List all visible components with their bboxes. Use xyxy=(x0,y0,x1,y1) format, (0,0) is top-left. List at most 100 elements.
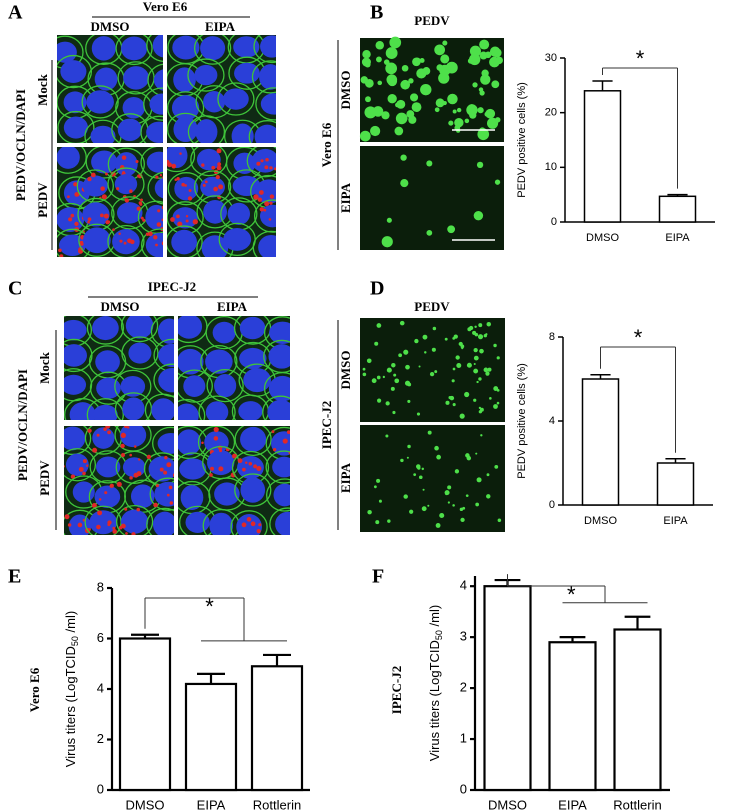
virus-signal xyxy=(105,220,110,225)
infected-cell xyxy=(365,96,371,103)
nucleus xyxy=(82,175,108,197)
cell-membrane xyxy=(167,147,196,173)
row-label: DMSO xyxy=(338,71,353,110)
y-tick-label: 1 xyxy=(460,730,467,745)
virus-signal xyxy=(162,176,163,179)
nucleus xyxy=(203,200,228,224)
infected-cell xyxy=(444,337,448,341)
infected-cell xyxy=(394,126,404,136)
nucleus xyxy=(173,67,196,93)
infected-cell xyxy=(383,59,390,65)
cell-membrane xyxy=(121,336,159,370)
virus-signal xyxy=(211,165,216,170)
virus-signal xyxy=(256,528,261,534)
infected-cell xyxy=(474,325,477,329)
virus-signal xyxy=(256,161,261,166)
infected-cell xyxy=(476,161,484,169)
bar xyxy=(548,641,597,792)
significance-star: * xyxy=(205,594,214,619)
infected-cell xyxy=(486,321,492,327)
virus-signal xyxy=(125,532,128,535)
infected-cell xyxy=(447,485,452,490)
label-part: /ml) xyxy=(63,611,78,636)
y-tick-label: 20 xyxy=(545,107,557,119)
row-label: PEDV xyxy=(35,182,50,218)
virus-signal xyxy=(213,186,218,192)
nucleus xyxy=(86,90,114,114)
virus-signal xyxy=(256,465,262,472)
bar xyxy=(250,665,304,792)
infected-cell xyxy=(472,330,477,335)
cell-membrane xyxy=(246,147,276,178)
nucleus xyxy=(112,229,140,255)
infected-cell xyxy=(417,466,421,470)
nucleus xyxy=(122,96,145,119)
x-tick-label: DMSO xyxy=(488,797,527,811)
infected-cell xyxy=(362,372,367,377)
infected-cell xyxy=(376,323,382,328)
infected-cell xyxy=(478,323,483,328)
virus-signal xyxy=(105,172,108,176)
infected-cell xyxy=(426,230,433,236)
infected-cell xyxy=(479,348,484,354)
infected-cell xyxy=(394,378,400,384)
nucleus xyxy=(60,60,87,83)
infected-cell xyxy=(480,434,483,437)
virus-signal xyxy=(237,458,243,464)
nucleus xyxy=(172,35,200,60)
nucleus xyxy=(151,398,174,420)
virus-signal xyxy=(123,241,127,245)
cell-membrane xyxy=(140,115,163,143)
bar xyxy=(658,195,697,223)
infected-cell xyxy=(391,41,397,46)
nucleus xyxy=(178,316,203,339)
infected-cell xyxy=(422,334,428,340)
nucleus xyxy=(179,458,207,480)
infected-cell xyxy=(411,102,422,112)
nucleus xyxy=(95,350,120,374)
nucleus xyxy=(275,511,290,535)
virus-signal xyxy=(135,159,139,164)
infected-cell xyxy=(492,48,502,58)
infected-cell xyxy=(372,106,384,117)
infected-cell xyxy=(407,382,412,387)
nucleus xyxy=(157,432,174,454)
header: Vero E6 xyxy=(143,0,188,14)
infected-cell xyxy=(395,112,408,125)
infected-cell xyxy=(473,398,477,402)
nucleus xyxy=(200,36,226,61)
label-subscript: 50 xyxy=(70,636,80,646)
nucleus xyxy=(268,344,290,369)
micrograph xyxy=(178,426,290,535)
virus-signal xyxy=(166,493,170,497)
nucleus xyxy=(204,431,229,454)
virus-signal xyxy=(248,461,253,466)
virus-signal xyxy=(166,462,172,468)
cell-membrane xyxy=(206,368,244,403)
y-tick-label: 30 xyxy=(545,52,557,64)
infected-cell xyxy=(386,217,392,223)
infected-cell xyxy=(400,179,409,188)
infected-cell xyxy=(434,445,439,451)
infected-cell xyxy=(386,367,392,373)
nucleus xyxy=(123,66,150,90)
significance-star: * xyxy=(567,582,576,607)
y-tick-label: 8 xyxy=(549,331,555,343)
y-tick-label: 0 xyxy=(551,216,557,228)
virus-signal xyxy=(121,155,127,160)
virus-signal xyxy=(264,201,270,207)
infected-cell xyxy=(478,377,482,381)
virus-signal xyxy=(161,241,163,246)
infected-cell xyxy=(460,344,465,349)
label-part: /ml) xyxy=(427,605,442,630)
nucleus xyxy=(149,93,163,115)
infected-cell xyxy=(407,399,411,403)
infected-cell xyxy=(484,51,492,59)
virus-signal xyxy=(172,473,174,477)
virus-signal xyxy=(124,426,128,429)
virus-signal xyxy=(105,426,111,429)
nucleus xyxy=(64,426,86,451)
panel-label: E xyxy=(8,566,21,588)
infected-cell xyxy=(400,458,404,463)
infected-cell xyxy=(445,493,448,496)
